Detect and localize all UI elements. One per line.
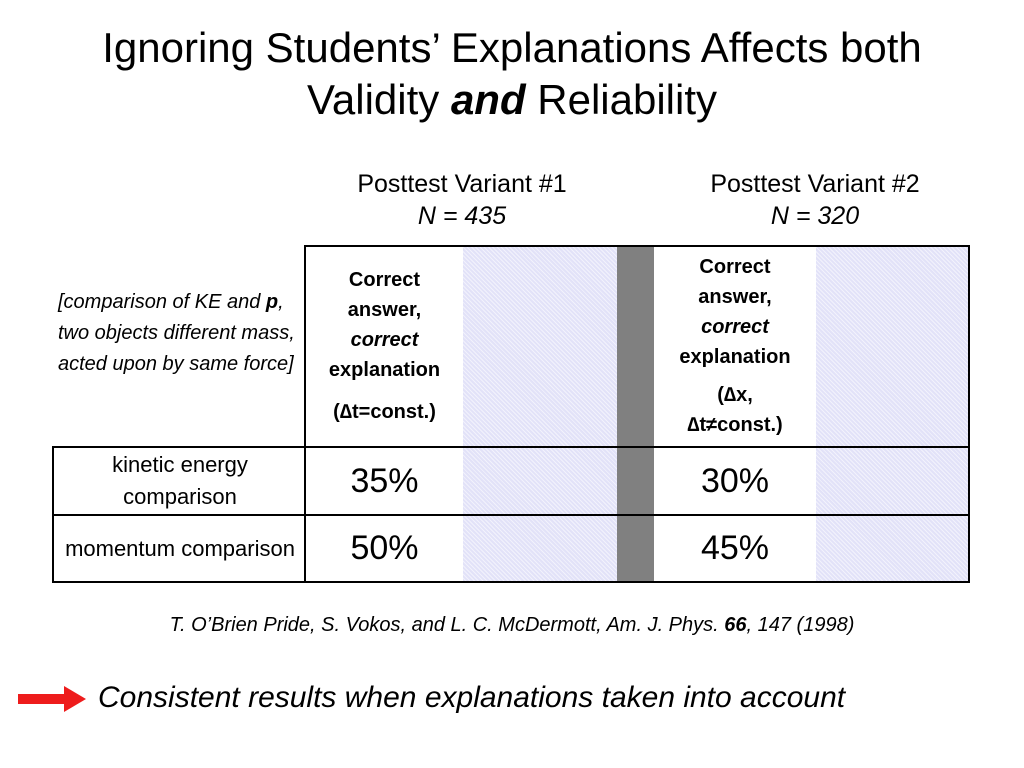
header-2-line-2: answer,: [698, 286, 772, 308]
citation-authors: T. O’Brien Pride, S. Vokos, and L. C. Mc…: [169, 614, 725, 636]
table-right-border: [968, 245, 970, 583]
table-label-divider: [304, 245, 306, 583]
variant-2-n: N = 320: [770, 202, 860, 230]
table-bottom-border: [52, 581, 970, 583]
title-and: and: [450, 76, 526, 123]
title-line-2: Validity and Reliability: [0, 74, 1024, 126]
variant-1-n: N = 435: [417, 202, 507, 230]
header-1-line-1: Correct: [348, 269, 421, 291]
ke-variant-1-value: 35%: [350, 461, 419, 500]
title-validity: Validity: [306, 76, 451, 123]
ke-variant-2-value: 30%: [700, 461, 770, 500]
shaded-column-2: [816, 245, 970, 583]
table-row-divider: [52, 514, 970, 516]
header-2-line-3: correct: [701, 316, 769, 338]
header-2-condition-2: ∆t≠const.): [687, 414, 783, 436]
divider-column: [617, 245, 654, 583]
table-header-divider: [52, 446, 970, 448]
header-cell-variant-2: Correct answer, correct explanation (∆x,…: [654, 247, 816, 445]
results-table: [comparison of KE and p, two objects dif…: [52, 245, 970, 583]
header-2-condition-1: (∆x,: [717, 384, 753, 406]
header-2-line-1: Correct: [699, 256, 771, 278]
variant-2-title: Posttest Variant #2: [710, 170, 920, 198]
momentum-variant-2-value: 45%: [700, 529, 770, 567]
citation-pages: , 147 (1998): [746, 614, 855, 636]
question-text-start: [comparison of KE and: [58, 291, 266, 313]
conclusion-text: Consistent results when explanations tak…: [98, 681, 846, 714]
citation-volume: 66: [724, 614, 747, 636]
variant-1-title: Posttest Variant #1: [357, 170, 567, 198]
header-cell-variant-1: Correct answer, correct explanation (∆t=…: [306, 247, 463, 445]
variant-2-heading: Posttest Variant #2 N = 320: [655, 168, 975, 232]
title-reliability: Reliability: [525, 76, 718, 123]
row-label-momentum: momentum comparison: [65, 535, 295, 561]
header-1-condition: (∆t=const.): [333, 401, 436, 423]
header-2-line-4: explanation: [679, 346, 791, 368]
question-p: p: [265, 291, 279, 313]
header-1-line-3: correct: [350, 329, 419, 351]
header-1-line-2: answer,: [347, 299, 422, 321]
question-text-end: , two objects different mass, acted upon…: [58, 291, 295, 375]
question-description: [comparison of KE and p, two objects dif…: [58, 287, 304, 380]
table-left-border: [52, 446, 54, 583]
citation: T. O’Brien Pride, S. Vokos, and L. C. Mc…: [0, 614, 1024, 637]
right-arrow-icon: [18, 686, 86, 712]
slide-title: Ignoring Students’ Explanations Affects …: [0, 22, 1024, 126]
table-top-border: [304, 245, 970, 247]
title-line-1: Ignoring Students’ Explanations Affects …: [102, 24, 922, 71]
header-text-variant-2: Correct answer, correct explanation (∆x,…: [679, 252, 790, 440]
header-1-line-4: explanation: [328, 359, 441, 381]
variant-1-heading: Posttest Variant #1 N = 435: [302, 168, 622, 232]
momentum-variant-1-value: 50%: [350, 529, 419, 567]
row-label-kinetic-energy: kinetic energy comparison: [112, 452, 248, 509]
shaded-column-1: [463, 245, 617, 583]
header-text-variant-1: Correct answer, correct explanation (∆t=…: [329, 265, 440, 427]
